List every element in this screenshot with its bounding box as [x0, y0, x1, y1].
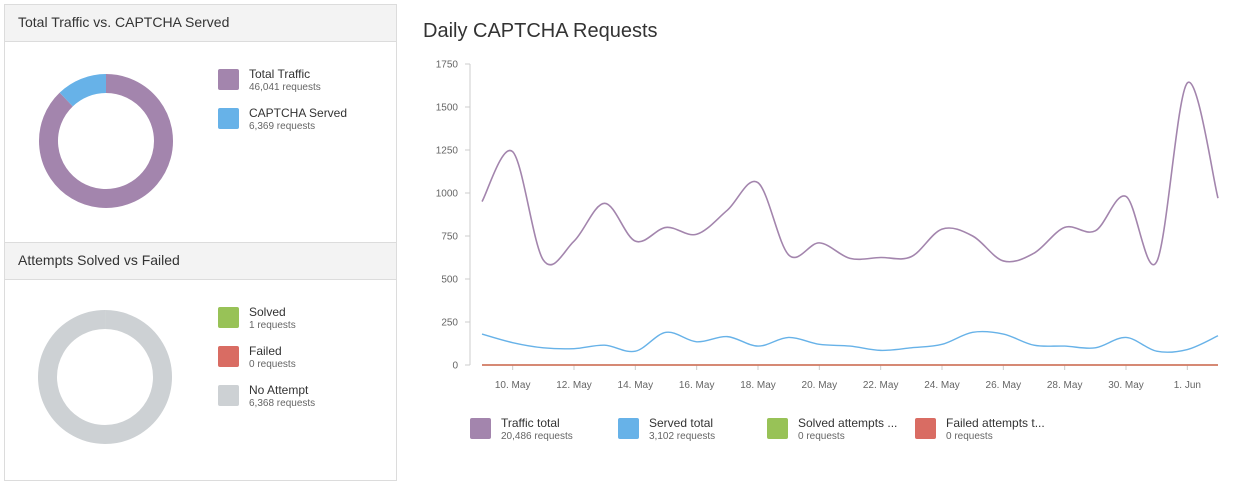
legend-label: Failed attempts t... [946, 416, 1045, 430]
legend-count: 0 requests [946, 431, 993, 442]
legend-count: 20,486 requests [501, 431, 573, 442]
x-tick-label: 24. May [924, 380, 960, 391]
daily-captcha-line-chart: 0 250 500 750 1000 1250 1500 1750 10. May 12. May… [436, 60, 1219, 391]
legend-count: 0 requests [798, 431, 845, 442]
legend-swatch-failed [218, 346, 239, 367]
legend-swatch-no-attempt [218, 385, 239, 406]
legend-swatch-captcha-served [218, 108, 239, 129]
donut-slice-total-traffic[interactable] [39, 74, 173, 208]
legend-count: 46,041 requests [249, 82, 321, 93]
legend-swatch-traffic-total [470, 418, 491, 439]
chart-title: Daily CAPTCHA Requests [423, 20, 658, 42]
panel-title-traffic-vs-captcha: Total Traffic vs. CAPTCHA Served [5, 5, 396, 42]
legend-count: 0 requests [249, 359, 296, 370]
donut-slice-captcha-served[interactable] [59, 74, 107, 107]
y-tick-label: 750 [441, 232, 458, 243]
x-tick-label: 30. May [1108, 380, 1144, 391]
x-tick-label: 28. May [1047, 380, 1083, 391]
legend-label: Traffic total [501, 416, 560, 430]
legend-label: Total Traffic [249, 67, 311, 81]
x-tick-label: 16. May [679, 380, 715, 391]
legend-label: Solved attempts ... [798, 416, 898, 430]
y-tick-label: 1000 [436, 189, 459, 200]
x-tick-label: 26. May [986, 380, 1022, 391]
series-line-traffic-total[interactable] [481, 81, 1219, 266]
y-tick-label: 1750 [436, 60, 459, 71]
legend-count: 3,102 requests [649, 431, 716, 442]
legend-swatch-solved [218, 307, 239, 328]
solved-vs-failed-panel: Attempts Solved vs Failed Solved 1 reque… [4, 242, 397, 481]
traffic-vs-captcha-panel: Total Traffic vs. CAPTCHA Served Total T… [4, 4, 397, 242]
x-tick-label: 18. May [740, 380, 776, 391]
x-tick-label: 22. May [863, 380, 899, 391]
legend-swatch-failed-attempts [915, 418, 936, 439]
x-tick-label: 12. May [556, 380, 592, 391]
y-tick-label: 1250 [436, 146, 459, 157]
y-tick-label: 1500 [436, 103, 459, 114]
legend-swatch-served-total [618, 418, 639, 439]
panel-title-solved-vs-failed: Attempts Solved vs Failed [5, 243, 396, 280]
x-tick-label: 14. May [618, 380, 654, 391]
main-chart-legend: Traffic total 20,486 requests Served tot… [470, 414, 1230, 446]
legend-count: 6,368 requests [249, 398, 316, 409]
solved-vs-failed-donut [38, 309, 172, 444]
x-tick-label: 20. May [802, 380, 838, 391]
legend-count: 1 requests [249, 320, 296, 331]
legend-label: CAPTCHA Served [249, 106, 348, 120]
legend-count: 6,369 requests [249, 121, 316, 132]
legend-label: No Attempt [249, 383, 309, 397]
donut-slice-no-attempt[interactable] [38, 310, 172, 444]
y-tick-label: 0 [452, 361, 458, 372]
legend-label: Served total [649, 416, 714, 430]
legend-swatch-solved-attempts [767, 418, 788, 439]
y-tick-label: 250 [441, 318, 458, 329]
legend-swatch-total-traffic [218, 69, 239, 90]
legend-label: Solved [249, 305, 286, 319]
series-line-served-total[interactable] [481, 330, 1219, 353]
x-tick-label: 10. May [495, 380, 531, 391]
y-tick-label: 500 [441, 275, 458, 286]
legend-label: Failed [249, 344, 282, 358]
traffic-vs-captcha-donut [39, 74, 173, 208]
x-tick-label: 1. Jun [1174, 380, 1201, 391]
